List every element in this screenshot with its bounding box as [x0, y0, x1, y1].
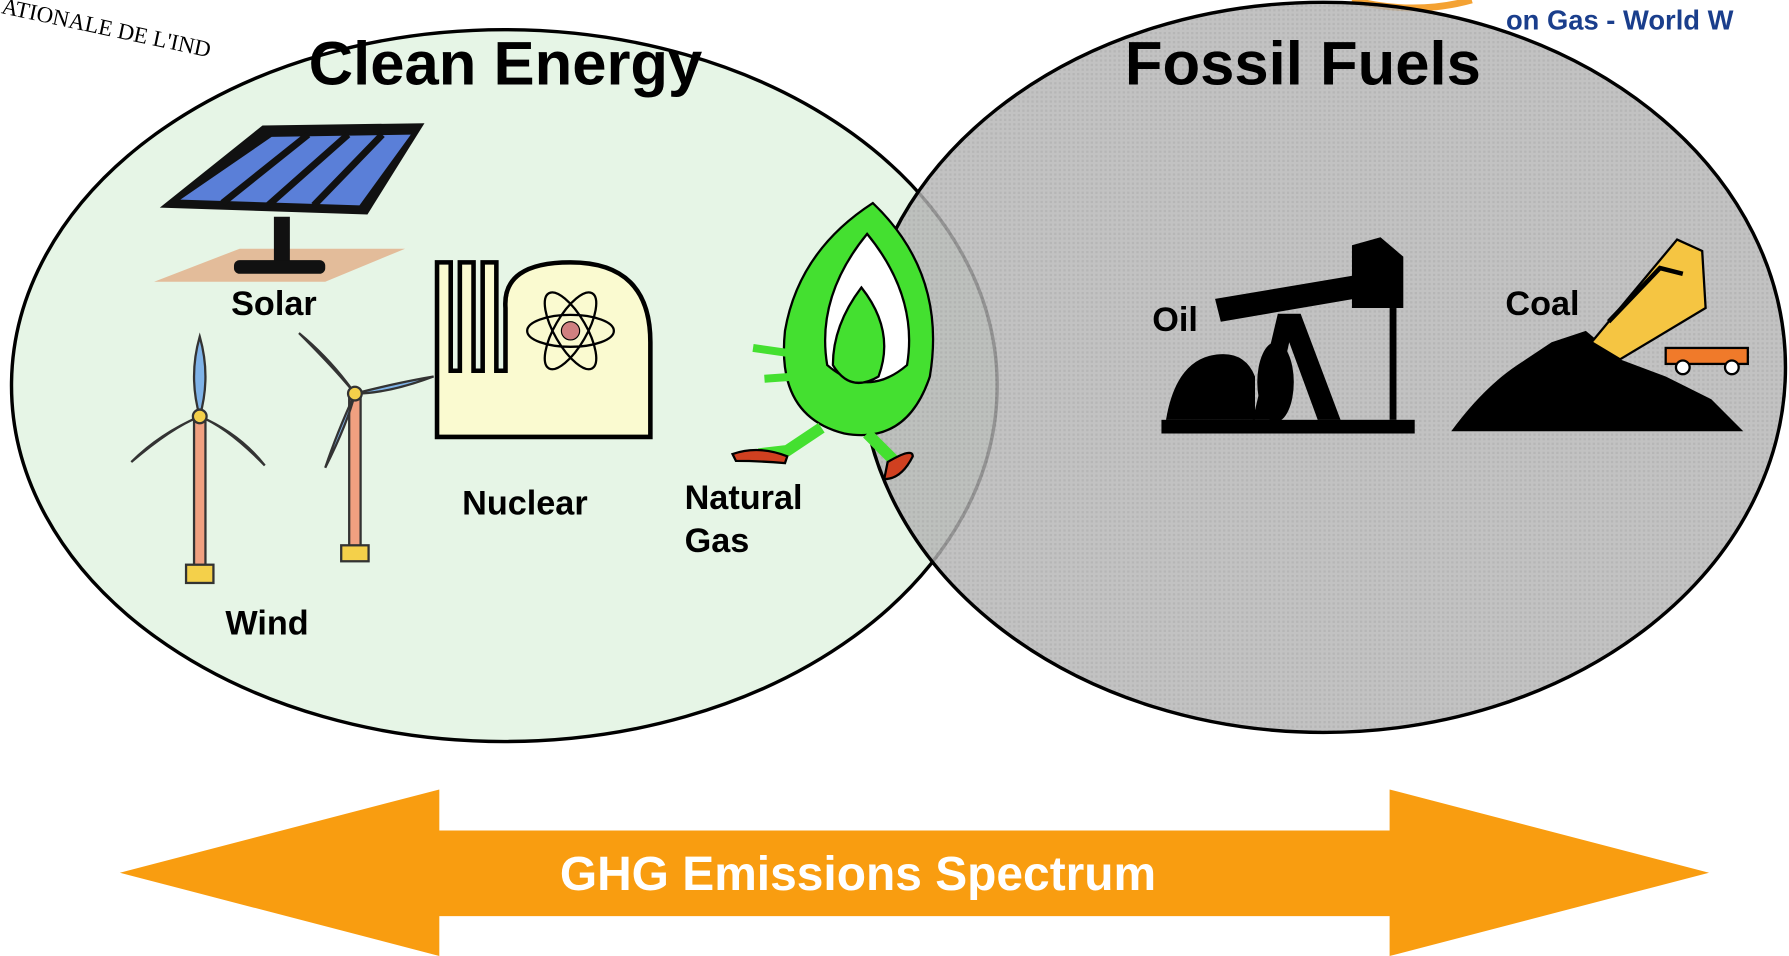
- gas-icon: [730, 201, 935, 481]
- coal-label: Coal: [1505, 285, 1579, 323]
- nuclear-icon: [434, 260, 653, 440]
- wind-label: Wind: [225, 604, 308, 642]
- solar-icon: [154, 123, 425, 282]
- wind-icon: [130, 332, 435, 585]
- nuclear-label: Nuclear: [462, 485, 588, 523]
- natural-label: Natural: [685, 479, 803, 517]
- coal-icon: [1451, 238, 1749, 432]
- solar-label: Solar: [231, 285, 317, 323]
- fossil-title: Fossil Fuels: [1125, 29, 1481, 98]
- gas-label: Gas: [685, 522, 750, 560]
- spectrum-arrow: [119, 789, 1710, 956]
- oil-label: Oil: [1152, 301, 1198, 339]
- logo-text: ATIONALE DE L'IND: [0, 0, 213, 62]
- oil-icon: [1161, 237, 1415, 434]
- banner-text: on Gas - World W: [1506, 5, 1734, 36]
- arrow-label: GHG Emissions Spectrum: [560, 848, 1156, 901]
- fossil-circle: [859, 0, 1788, 735]
- clean-title: Clean Energy: [309, 29, 703, 98]
